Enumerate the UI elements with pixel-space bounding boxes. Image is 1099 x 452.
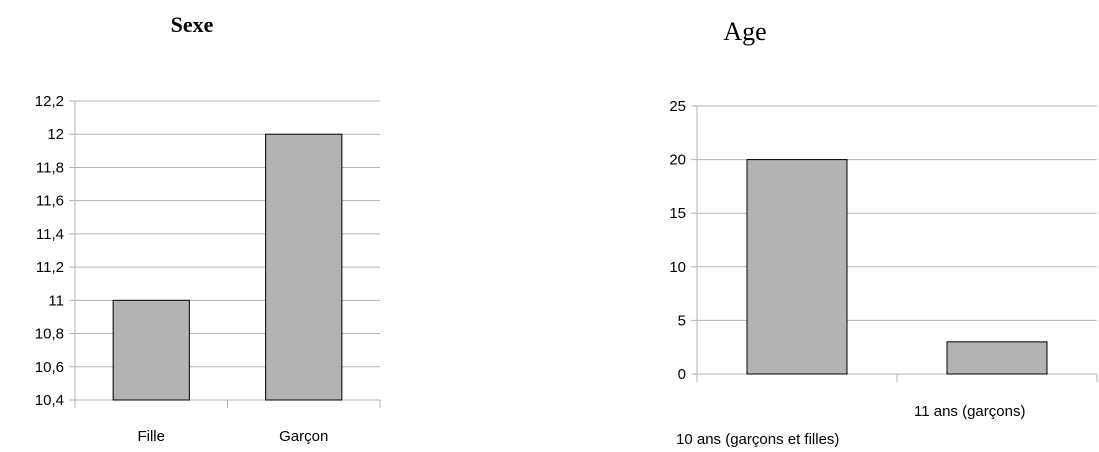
y-tick-label: 15 [669, 205, 686, 222]
chart-sexe-plot: 10,4 10,6 10,8 11 11,2 11,4 11,6 11,8 12 12,2 Fill… [35, 93, 381, 445]
chart-title: Age [723, 17, 767, 46]
y-tick-label: 20 [669, 152, 686, 169]
bar-10 [746, 159, 848, 375]
y-tick-label: 11,6 [36, 193, 64, 210]
y-tick-label: 10 [669, 259, 686, 276]
x-tick-label: 11 ans (garçons) [914, 403, 1025, 420]
y-tick-label: 0 [678, 366, 686, 383]
bar-garçon [265, 133, 343, 401]
x-tick-label: 10 ans (garçons et filles) [676, 431, 839, 448]
y-tick-label: 12,2 [35, 93, 64, 110]
bar-fille [112, 299, 190, 401]
chart-sexe: Sexe 10,4 10,6 10,8 11 11,2 11,4 11,6 11,8 12 12,… [0, 0, 430, 452]
y-tick-label: 5 [678, 312, 686, 329]
y-tick-label: 11,2 [36, 259, 64, 276]
y-tick-label: 11 [48, 292, 64, 309]
y-tick-label: 10,6 [35, 359, 64, 376]
y-tick-label: 25 [669, 98, 686, 115]
chart-title: Sexe [170, 12, 214, 37]
y-tick-label: 11,8 [36, 159, 64, 176]
bar-11 [946, 341, 1048, 375]
chart-age: Age 0 5 10 15 20 25 10 ans (garçons et filles)… [600, 0, 1099, 452]
y-tick-label: 10,8 [35, 326, 64, 343]
x-tick-label: Garçon [279, 428, 328, 445]
y-tick-label: 10,4 [35, 392, 64, 409]
chart-age-plot: 0 5 10 15 20 25 10 ans (garçons et filles) 11 a… [669, 98, 1098, 448]
y-tick-label: 12 [47, 126, 64, 143]
x-tick-label: Fille [137, 428, 165, 445]
y-tick-label: 11,4 [36, 226, 64, 243]
